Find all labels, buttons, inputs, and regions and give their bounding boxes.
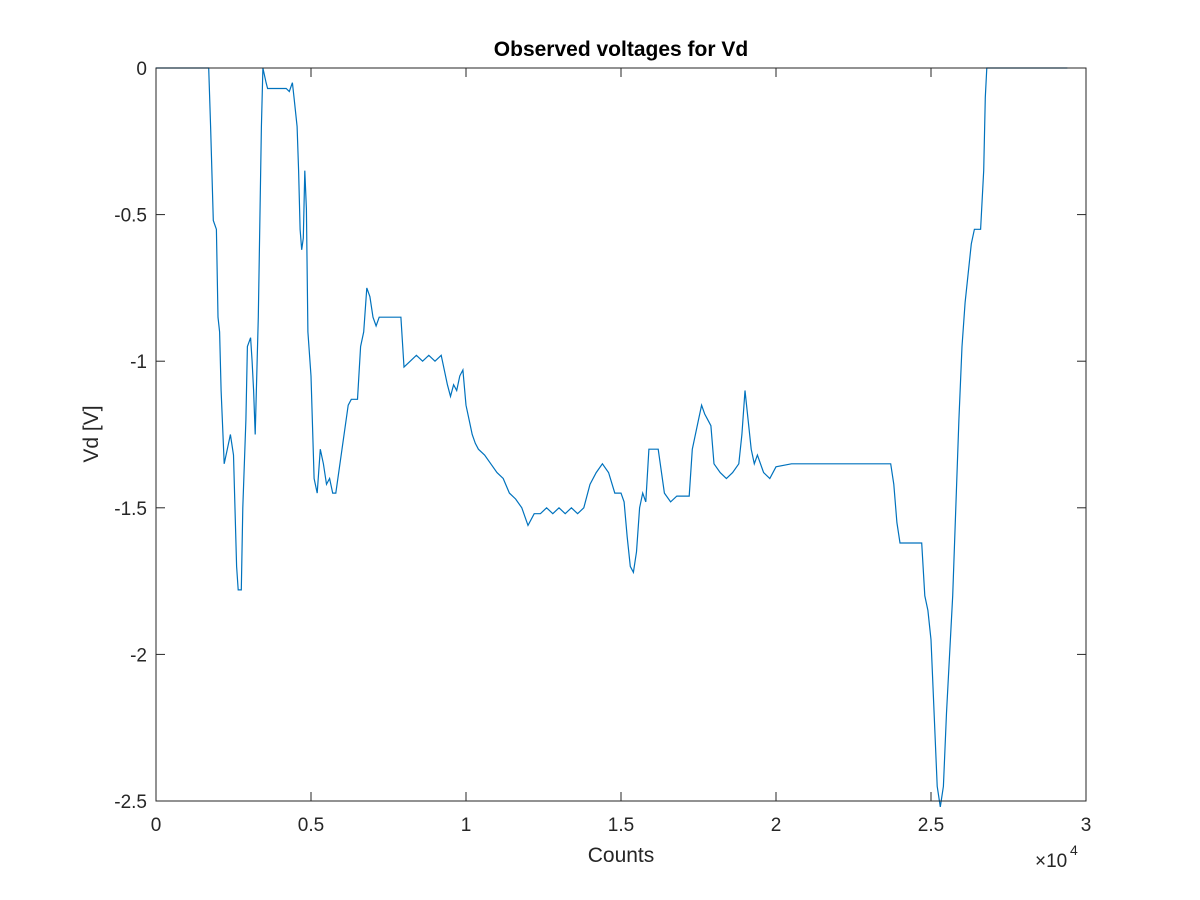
x-tick-label: 0.5 [298,815,324,836]
x-tick-label: 2 [771,815,782,836]
x-axis-exponent-power: 4 [1070,842,1078,858]
plot-area [156,67,1068,807]
y-tick-label: 0 [136,59,147,80]
x-axis: 0 0.5 1 1.5 2 2.5 3 [151,68,1092,836]
x-axis-exponent: ×10 4 [1035,842,1078,872]
x-tick-label: 1 [461,815,472,836]
x-axis-label: Counts [588,844,655,867]
y-axis: -2.5 -2 -1.5 -1 -0.5 0 [114,59,1086,813]
series-line-vd [156,67,1068,807]
x-tick-label: 0 [151,815,162,836]
x-tick-label: 2.5 [918,815,944,836]
chart-title: Observed voltages for Vd [494,38,748,61]
y-tick-label: -1 [130,352,147,373]
y-tick-label: -0.5 [114,206,147,227]
x-tick-label: 3 [1081,815,1092,836]
y-tick-label: -1.5 [114,499,147,520]
axes-box [155,67,1087,802]
y-tick-label: -2.5 [114,792,147,813]
y-tick-label: -2 [130,645,147,666]
x-axis-exponent-base: ×10 [1035,851,1067,872]
y-axis-label: Vd [V] [80,405,103,462]
x-tick-label: 1.5 [608,815,634,836]
